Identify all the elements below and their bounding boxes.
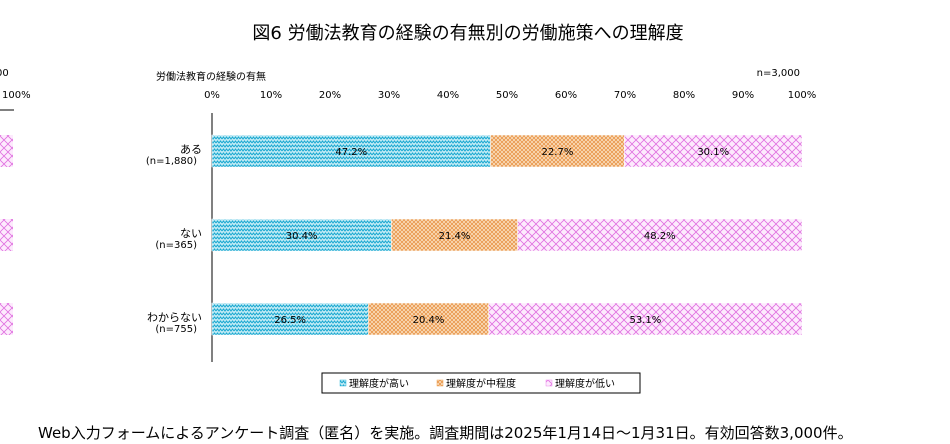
x-tick-label: 80% [673, 90, 695, 101]
bar-segment [368, 302, 489, 336]
legend-label: 理解度が中程度 [446, 377, 516, 390]
data-label: 30.4% [286, 231, 318, 242]
category-label: ある [180, 143, 202, 156]
x-tick-label: 100% [788, 90, 817, 101]
legend-swatch [436, 379, 444, 387]
data-label: 20.4% [413, 315, 445, 326]
x-tick-label: 50% [496, 90, 518, 101]
legend-label: 理解度が低い [555, 377, 615, 390]
data-label: 26.5% [274, 315, 306, 326]
legend-swatch [339, 379, 347, 387]
data-label: 21.4% [439, 231, 471, 242]
chart-title: 図6 労働法教育の経験の有無別の労働施策への理解度 [252, 23, 683, 44]
x-tick-label: 0% [204, 90, 220, 101]
legend-box [321, 372, 641, 394]
data-label: 48.2% [644, 231, 676, 242]
footnote: Web入力フォームによるアンケート調査（匿名）を実施。調査期間は2025年1月1… [38, 424, 853, 442]
bar-segment [211, 134, 491, 168]
neighbor-bar [0, 303, 13, 335]
neighbor-bar [0, 219, 13, 251]
category-label: ない [180, 227, 202, 240]
bar-segment [211, 218, 392, 252]
category-n: (n=755) [155, 324, 197, 335]
category-label: わからない [147, 311, 202, 324]
neighbor-tick-label: 100% [2, 90, 31, 101]
neighbor-bar [0, 135, 13, 167]
legend-label: 理解度が高い [349, 377, 409, 390]
bar-segment [211, 302, 369, 336]
bar-segment [624, 134, 803, 168]
data-label: 30.1% [697, 147, 729, 158]
x-tick-label: 30% [378, 90, 400, 101]
legend: 理解度が高い 理解度が中程度 理解度が低い [321, 372, 641, 394]
neighbor-n-text: 00 [0, 68, 9, 79]
bar-segment [488, 302, 803, 336]
data-label: 22.7% [542, 147, 574, 158]
x-tick-label: 90% [732, 90, 754, 101]
data-label: 47.2% [335, 147, 367, 158]
group-label: 労働法教育の経験の有無 [156, 70, 266, 83]
x-tick-label: 60% [555, 90, 577, 101]
category-n: (n=1,880) [146, 156, 197, 167]
bar-segment [490, 134, 625, 168]
category-n: (n=365) [155, 240, 197, 251]
data-label: 53.1% [629, 315, 661, 326]
x-tick-label: 20% [319, 90, 341, 101]
x-tick-label: 70% [614, 90, 636, 101]
legend-swatch [545, 379, 553, 387]
x-tick-label: 40% [437, 90, 459, 101]
x-tick-label: 10% [260, 90, 282, 101]
bar-segment [517, 218, 803, 252]
sample-note: n=3,000 [757, 68, 800, 79]
